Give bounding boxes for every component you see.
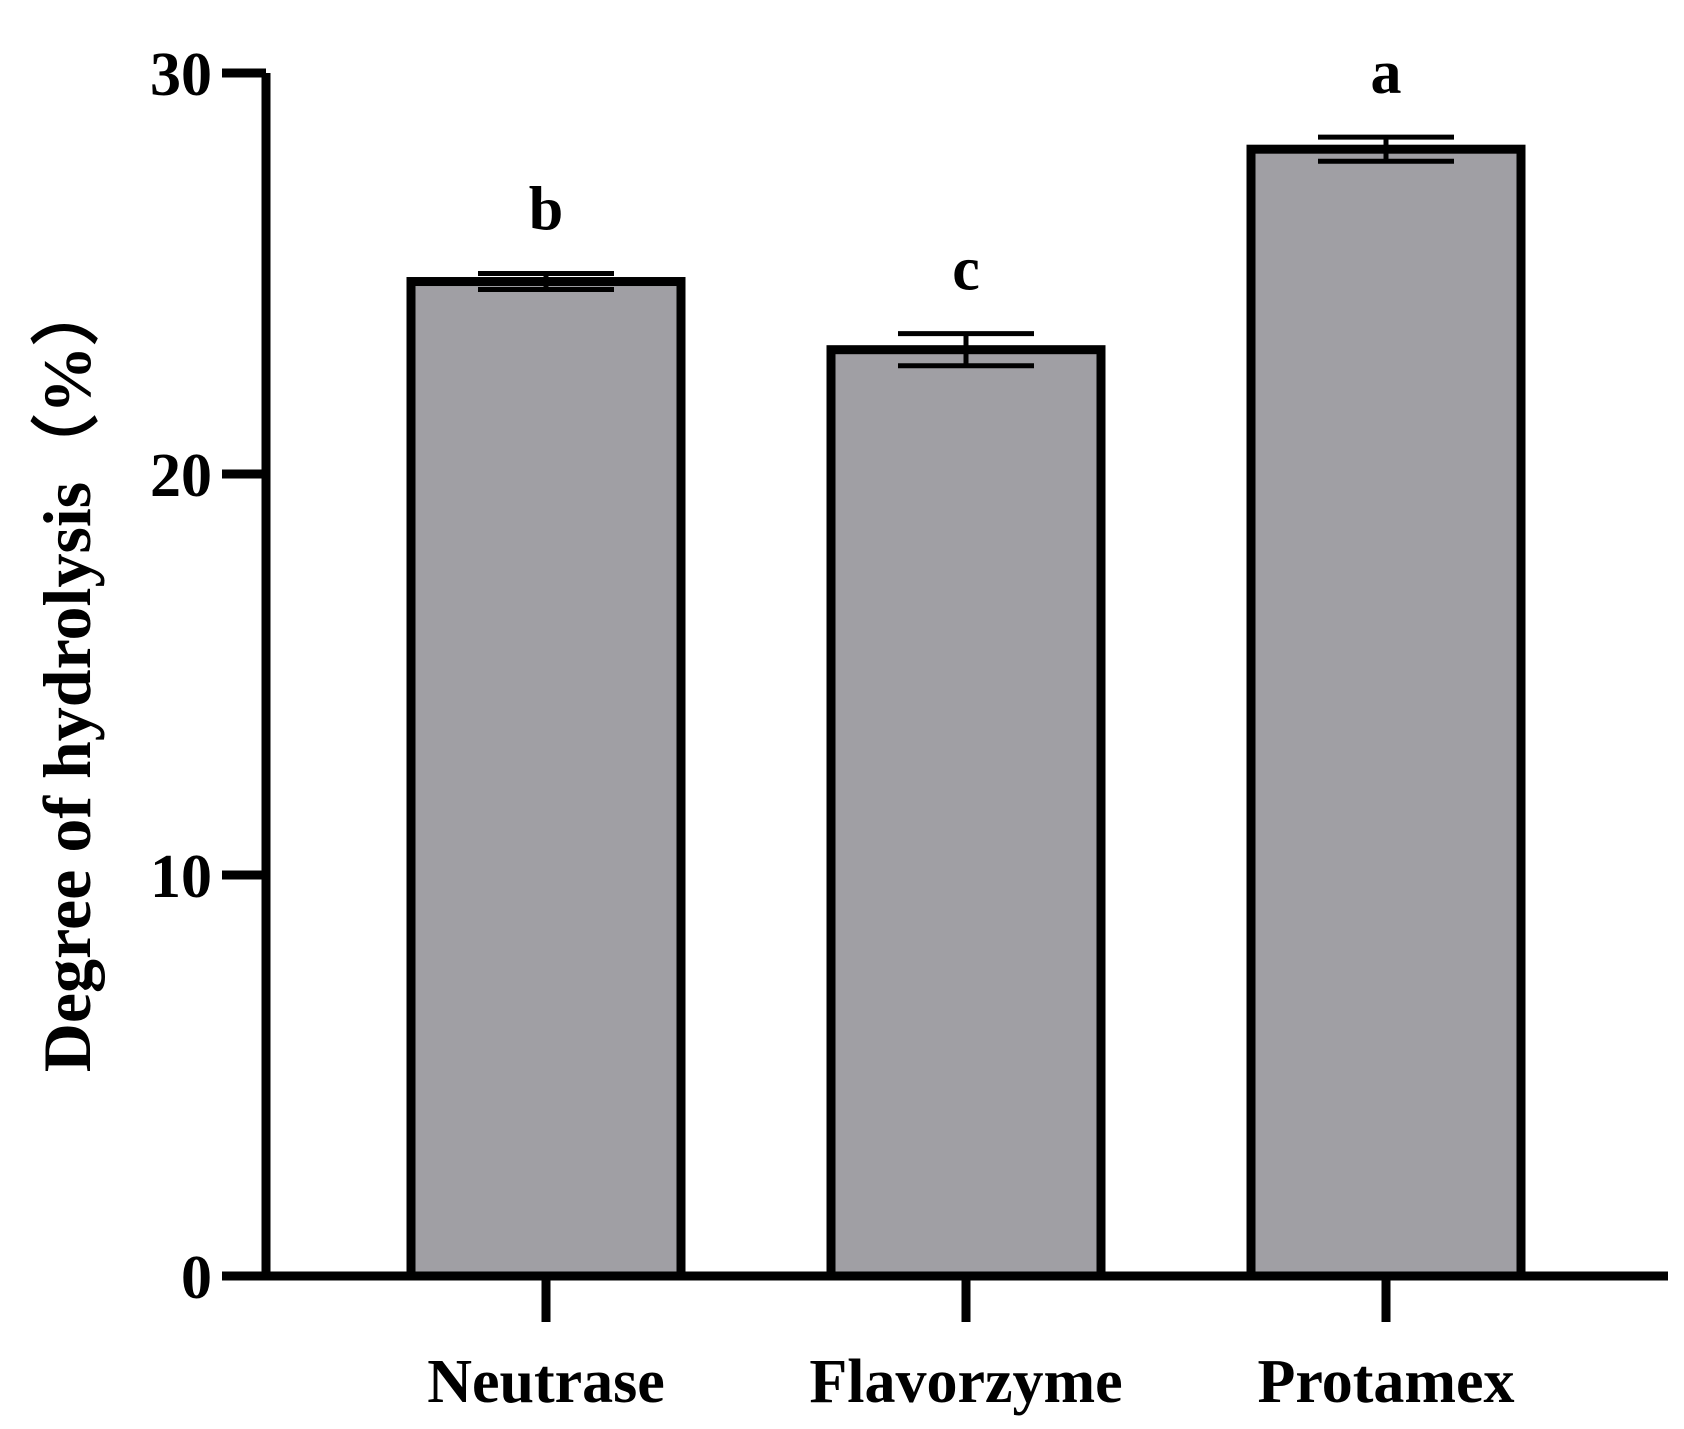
y-ticks-layer: 0 10 20 30 bbox=[150, 41, 266, 1312]
y-axis-title: Degree of hydrolysis（%） bbox=[29, 278, 105, 1073]
x-tick-label-protamex: Protamex bbox=[1257, 1348, 1514, 1416]
x-ticks-layer: Neutrase Flavorzyme Protamex bbox=[427, 1276, 1515, 1416]
significance-letter-neutrase: b bbox=[529, 176, 563, 244]
y-tick-label-0: 0 bbox=[181, 1244, 212, 1312]
x-tick-label-flavorzyme: Flavorzyme bbox=[809, 1348, 1122, 1416]
bar-neutrase bbox=[406, 277, 686, 1281]
significance-letters-layer: b c a bbox=[529, 39, 1402, 303]
x-tick-label-neutrase: Neutrase bbox=[427, 1348, 665, 1416]
bar-flavorzyme bbox=[826, 345, 1106, 1281]
error-bars-layer bbox=[478, 134, 1454, 369]
y-tick-label-30: 30 bbox=[150, 41, 212, 109]
y-tick-label-10: 10 bbox=[150, 843, 212, 911]
significance-letter-flavorzyme: c bbox=[952, 236, 980, 304]
significance-letter-protamex: a bbox=[1371, 39, 1402, 107]
bars-layer bbox=[406, 144, 1526, 1281]
y-tick-label-20: 20 bbox=[150, 442, 212, 510]
bar-protamex bbox=[1246, 144, 1526, 1281]
